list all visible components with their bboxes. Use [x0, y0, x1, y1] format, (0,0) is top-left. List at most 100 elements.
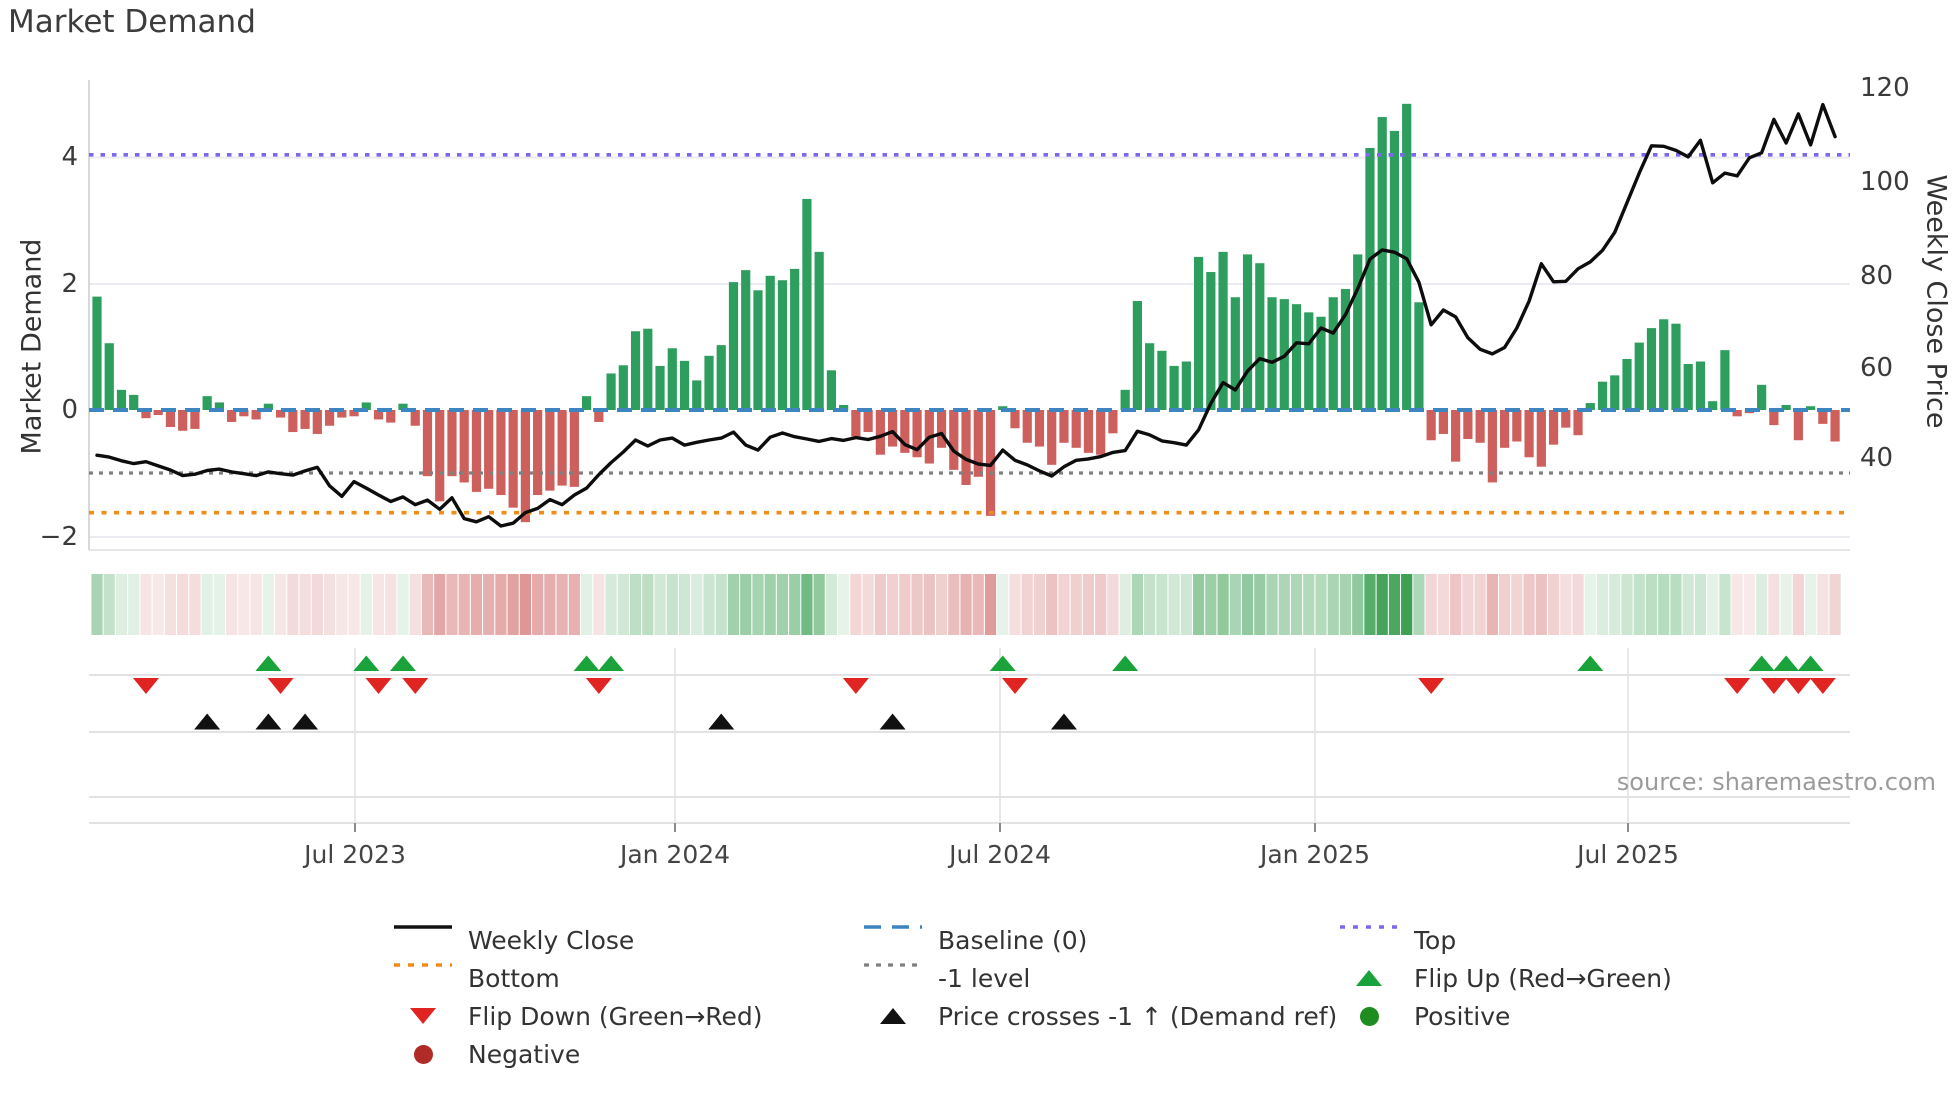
- flip-up-marker: [1112, 655, 1139, 671]
- demand-bar: [618, 365, 628, 410]
- demand-bar: [1034, 410, 1045, 447]
- demand-bar: [557, 410, 567, 486]
- heatmap-cell: [727, 574, 740, 635]
- legend-label: Flip Down (Green→Red): [468, 1001, 763, 1031]
- demand-bar: [92, 296, 102, 410]
- heatmap-cell: [483, 574, 495, 635]
- demand-bar: [1769, 410, 1779, 426]
- demand-bar: [900, 410, 910, 453]
- heatmap-cell: [1107, 574, 1119, 635]
- heatmap-cell: [385, 574, 397, 635]
- price-cross-marker: [879, 713, 906, 730]
- demand-bar: [239, 410, 249, 417]
- heatmap-cell: [605, 574, 617, 635]
- demand-bar: [1108, 410, 1118, 434]
- demand-bar: [1291, 304, 1302, 410]
- demand-bar: [190, 410, 200, 429]
- heatmap-cell: [532, 574, 544, 635]
- heatmap-cell: [164, 574, 177, 635]
- demand-bar: [851, 410, 861, 437]
- demand-bar: [728, 282, 739, 410]
- heatmap-cell: [226, 574, 238, 635]
- demand-bar: [790, 268, 800, 410]
- heatmap-cell: [1352, 574, 1364, 635]
- right-axis-tick: 40: [1860, 443, 1894, 473]
- demand-bar: [1646, 328, 1657, 410]
- left-axis-tick: 2: [61, 269, 78, 299]
- demand-bar: [300, 410, 310, 429]
- heatmap-cell: [1694, 574, 1707, 635]
- demand-bar: [1818, 410, 1828, 424]
- heatmap-cell: [152, 574, 164, 635]
- flip-up-marker: [1797, 655, 1824, 671]
- demand-bar: [227, 410, 237, 422]
- heatmap-cell: [691, 574, 703, 635]
- black-up-triangle-icon: [862, 1008, 924, 1024]
- flip-down-marker: [402, 678, 429, 694]
- demand-bar: [1548, 410, 1559, 445]
- green-circle-icon: [1338, 1006, 1400, 1026]
- green-up-triangle-icon: [1338, 970, 1400, 986]
- price-cross-marker: [1050, 713, 1077, 730]
- legend-item-price-crosses: Price crosses -1 ↑ (Demand ref): [862, 999, 1337, 1033]
- demand-bar: [630, 331, 641, 410]
- demand-bar: [1610, 375, 1620, 410]
- legend-label: Negative: [468, 1039, 581, 1069]
- demand-bar: [1389, 130, 1400, 410]
- heatmap-cell: [1609, 574, 1621, 635]
- demand-bar: [1218, 251, 1228, 410]
- legend-item-baseline: Baseline (0): [862, 923, 1087, 957]
- legend-item-flip-down: Flip Down (Green→Red): [392, 999, 763, 1033]
- demand-bar: [178, 410, 188, 431]
- demand-bar: [1475, 410, 1485, 443]
- demand-bar: [1340, 289, 1351, 410]
- price-cross-marker: [194, 713, 221, 730]
- heatmap-cell: [495, 574, 507, 635]
- demand-bar: [1561, 410, 1571, 428]
- demand-bar: [533, 410, 543, 496]
- heatmap-cell: [421, 574, 434, 635]
- demand-bar: [1047, 410, 1057, 465]
- demand-bar: [1512, 410, 1522, 442]
- demand-bar: [435, 410, 445, 502]
- demand-bar: [704, 355, 714, 410]
- heatmap-cell: [703, 574, 715, 635]
- demand-bar: [1585, 403, 1595, 410]
- demand-bar: [753, 290, 763, 410]
- right-axis-tick: 100: [1860, 167, 1910, 197]
- heatmap-cell: [972, 574, 984, 635]
- flip-down-marker: [842, 678, 869, 694]
- flip-up-marker: [1748, 655, 1775, 671]
- weekly-close-line: [95, 102, 1837, 528]
- heatmap-cell: [642, 574, 654, 635]
- demand-bar: [973, 410, 983, 477]
- demand-bar: [263, 403, 273, 410]
- demand-bar: [1096, 410, 1106, 455]
- flip-down-marker: [132, 678, 159, 694]
- demand-bar: [1365, 147, 1375, 411]
- demand-bar: [667, 348, 677, 410]
- heatmap-cell: [1805, 574, 1817, 635]
- heatmap-cell: [275, 574, 287, 635]
- demand-bar: [312, 410, 322, 434]
- demand-bar: [1194, 256, 1204, 410]
- x-axis-tick: Jan 2024: [619, 840, 731, 869]
- heatmap-cell: [1254, 574, 1266, 635]
- heatmap-cell: [678, 574, 691, 635]
- right-axis-title: Weekly Close Price: [1920, 174, 1952, 429]
- demand-bar: [692, 380, 702, 410]
- demand-bar: [1806, 406, 1816, 410]
- heatmap-cell: [458, 574, 470, 635]
- heatmap-cell: [1070, 574, 1082, 635]
- legend-item-flip-up: Flip Up (Red→Green): [1338, 961, 1672, 995]
- demand-bar: [1708, 401, 1718, 410]
- heatmap-cell: [262, 574, 274, 635]
- heatmap-cell: [128, 574, 140, 635]
- heatmap-cell: [825, 574, 837, 635]
- demand-bar: [716, 345, 726, 410]
- demand-bar: [153, 410, 163, 416]
- heatmap-cell: [140, 574, 152, 635]
- heatmap-cell: [446, 574, 458, 635]
- heatmap-cell: [1290, 574, 1303, 635]
- heatmap-cell: [519, 574, 531, 635]
